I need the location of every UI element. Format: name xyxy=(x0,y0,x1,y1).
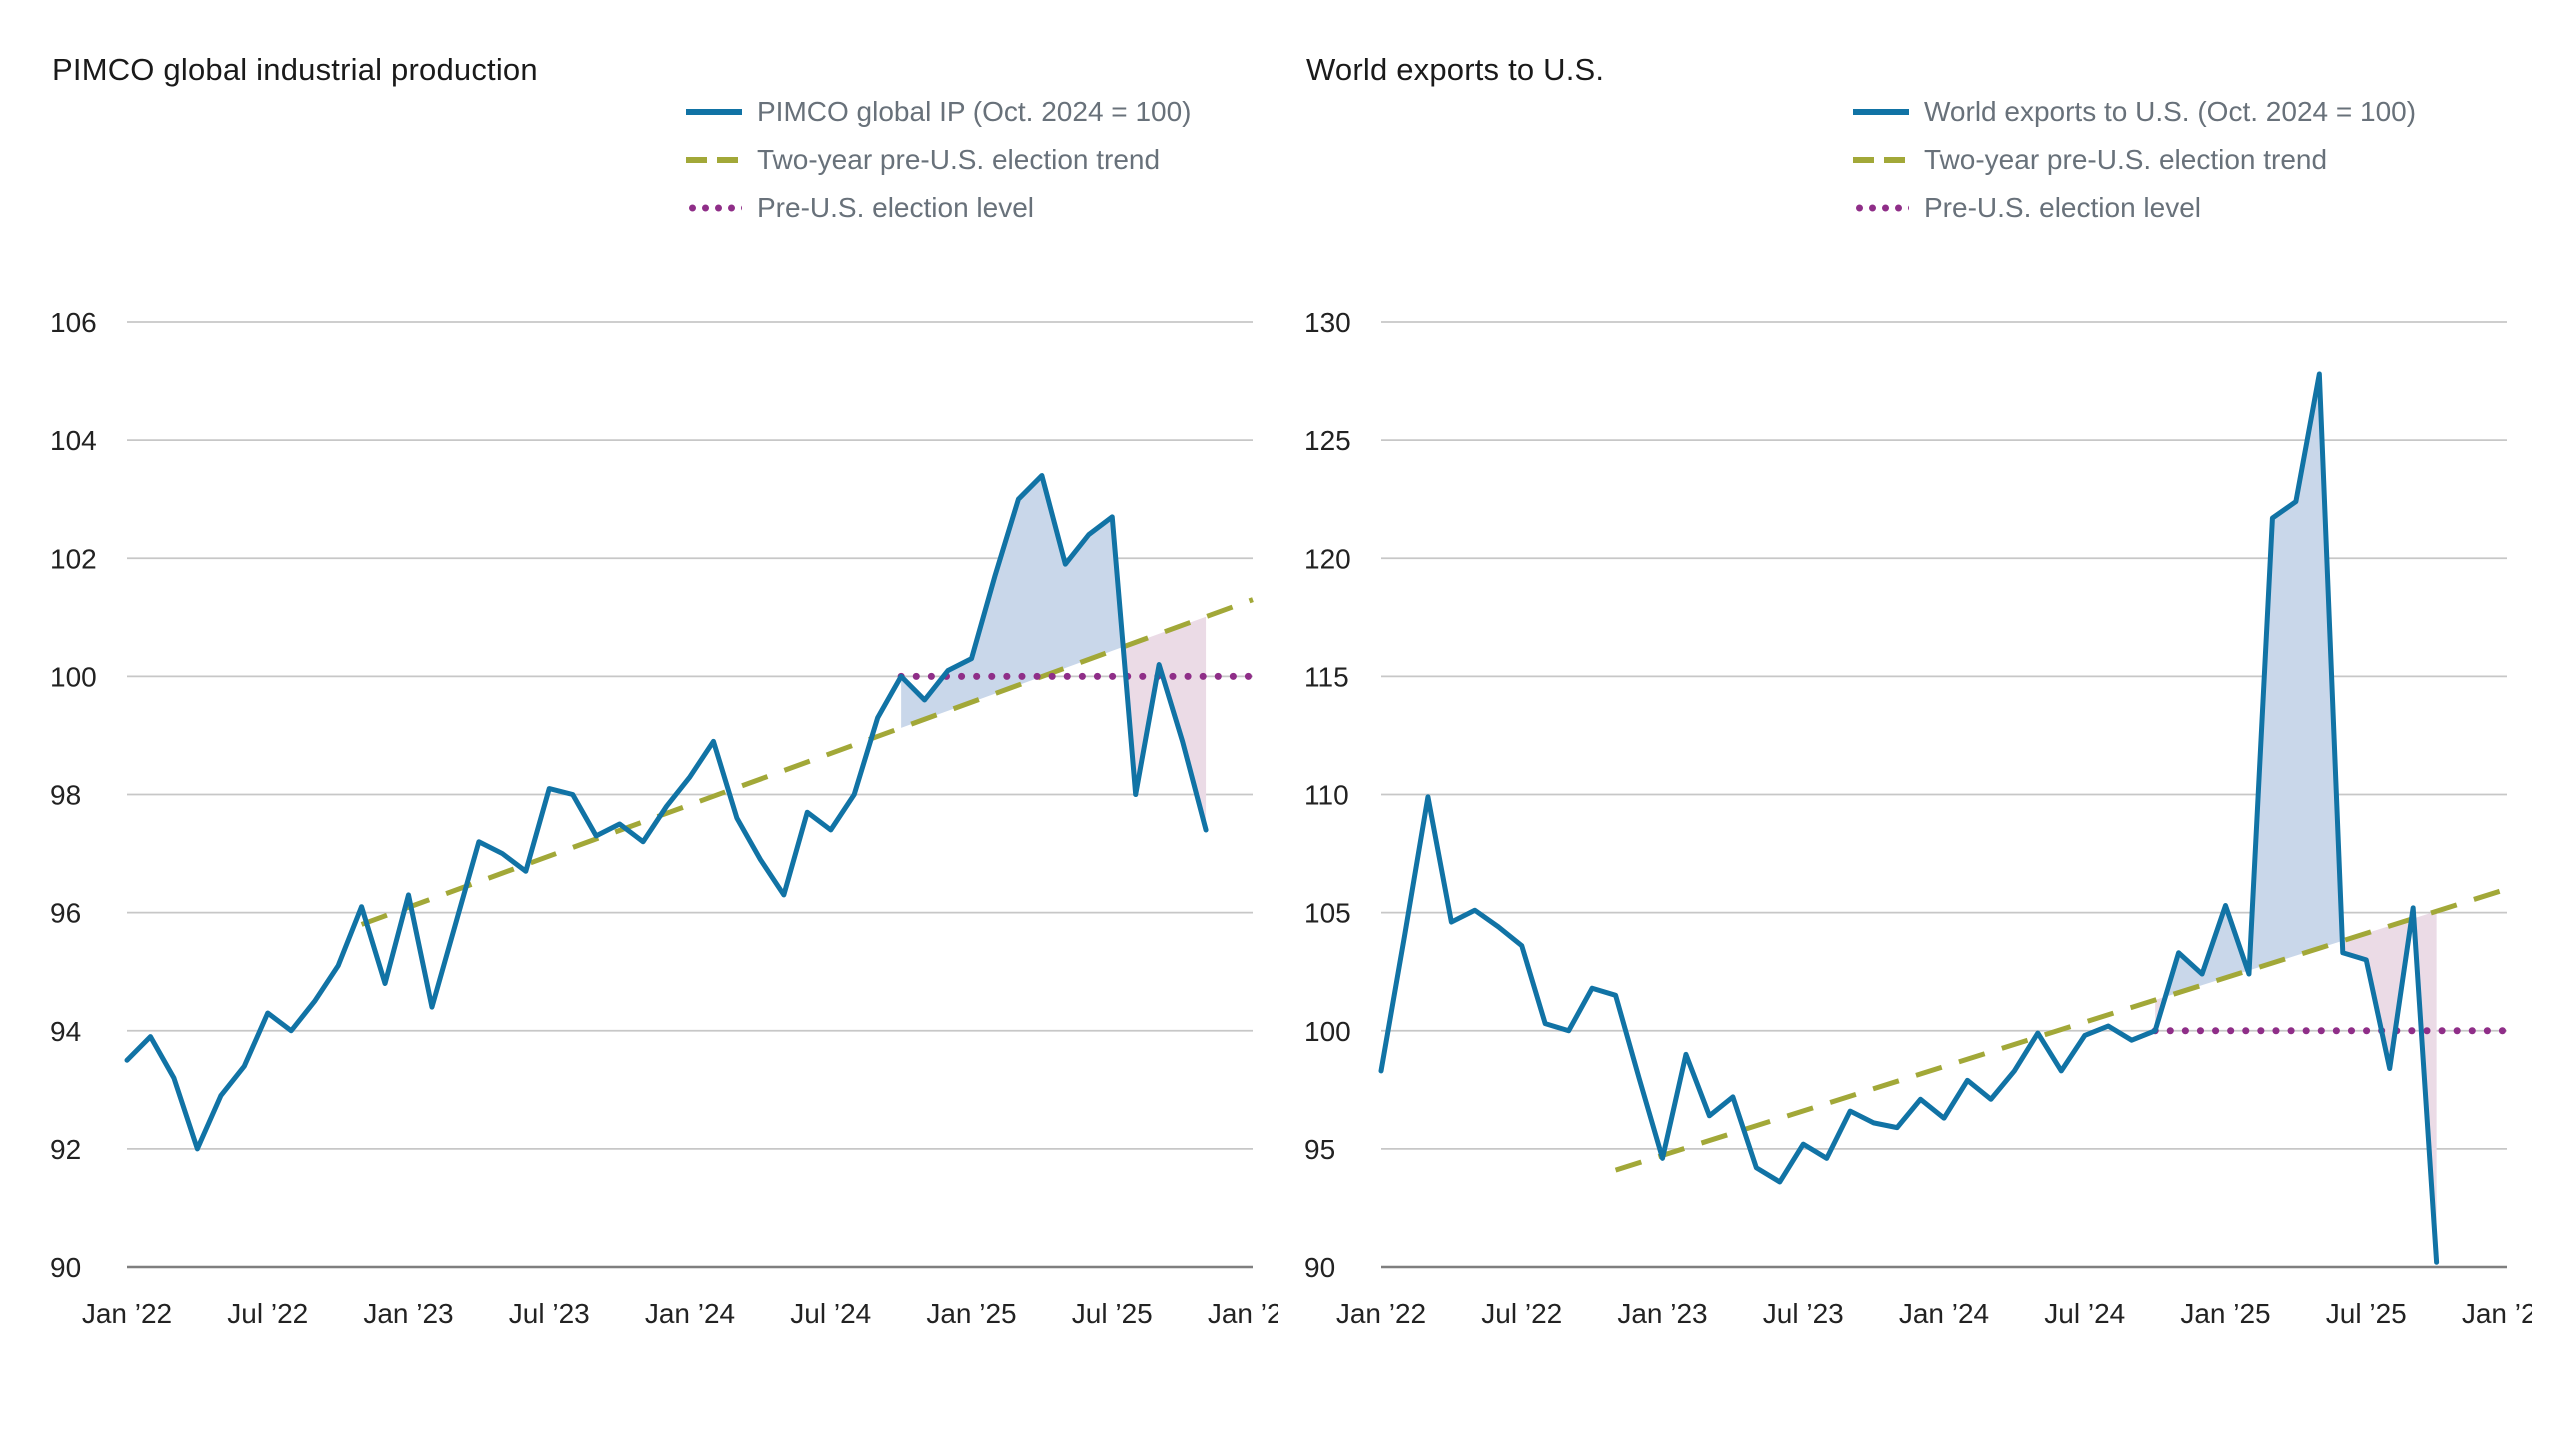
legend-item: PIMCO global IP (Oct. 2024 = 100) xyxy=(686,94,1191,130)
legend-label: Two-year pre-U.S. election trend xyxy=(1924,144,2328,175)
legend-item: Two-year pre-U.S. election trend xyxy=(686,142,1191,178)
legend-label: World exports to U.S. (Oct. 2024 = 100) xyxy=(1924,96,2417,127)
svg-text:Jan ’26: Jan ’26 xyxy=(1208,1298,1278,1329)
series-line-swatch xyxy=(1853,109,1909,115)
legend-label: PIMCO global IP (Oct. 2024 = 100) xyxy=(757,96,1192,127)
svg-text:Jan ’25: Jan ’25 xyxy=(2180,1298,2270,1329)
svg-text:106: 106 xyxy=(50,307,97,338)
svg-text:96: 96 xyxy=(50,898,81,929)
svg-text:Jul ’22: Jul ’22 xyxy=(227,1298,308,1329)
svg-text:90: 90 xyxy=(1304,1252,1335,1283)
svg-text:104: 104 xyxy=(50,425,97,456)
svg-text:Jul ’23: Jul ’23 xyxy=(509,1298,590,1329)
world-exports-line-chart: 90 95 100 105 110 115 120 125 130 Jan ’22 Jul ’22 J… xyxy=(1304,307,2532,1329)
legend-item: Two-year pre-U.S. election trend xyxy=(1853,142,2416,178)
svg-text:Jan ’23: Jan ’23 xyxy=(363,1298,453,1329)
svg-text:Jan ’23: Jan ’23 xyxy=(1617,1298,1707,1329)
svg-text:100: 100 xyxy=(50,661,97,692)
svg-text:95: 95 xyxy=(1304,1134,1335,1165)
level-line-swatch xyxy=(686,204,742,212)
legend-label: Two-year pre-U.S. election trend xyxy=(757,144,1161,175)
svg-text:Jan ’26: Jan ’26 xyxy=(2462,1298,2532,1329)
svg-text:Jul ’24: Jul ’24 xyxy=(790,1298,871,1329)
svg-text:94: 94 xyxy=(50,1016,81,1047)
legend-item: World exports to U.S. (Oct. 2024 = 100) xyxy=(1853,94,2416,130)
svg-text:Jan ’22: Jan ’22 xyxy=(82,1298,172,1329)
legend-world-exports: World exports to U.S. (Oct. 2024 = 100) … xyxy=(1853,94,2416,238)
trend-line-swatch xyxy=(686,157,742,163)
legend-item: Pre-U.S. election level xyxy=(1853,190,2416,226)
panel-global-industrial-production: 90 92 94 96 98 100 102 104 106 Jan ’22 Jul ’22 Jan … xyxy=(28,28,1278,1423)
global-ip-line-chart: 90 92 94 96 98 100 102 104 106 Jan ’22 Jul ’22 Jan … xyxy=(50,307,1278,1329)
svg-text:Jan ’22: Jan ’22 xyxy=(1336,1298,1426,1329)
svg-text:Jan ’25: Jan ’25 xyxy=(926,1298,1016,1329)
svg-text:110: 110 xyxy=(1304,780,1349,811)
svg-text:Jul ’22: Jul ’22 xyxy=(1481,1298,1562,1329)
svg-text:125: 125 xyxy=(1304,425,1351,456)
chart-title-world-exports: World exports to U.S. xyxy=(1306,52,1605,87)
svg-text:115: 115 xyxy=(1304,661,1349,692)
svg-text:102: 102 xyxy=(50,543,97,574)
svg-text:105: 105 xyxy=(1304,898,1351,929)
trend-line-swatch xyxy=(1853,157,1909,163)
svg-text:90: 90 xyxy=(50,1252,81,1283)
series-line-swatch xyxy=(686,109,742,115)
svg-text:130: 130 xyxy=(1304,307,1351,338)
chart-title-global-ip: PIMCO global industrial production xyxy=(52,52,538,87)
svg-text:Jan ’24: Jan ’24 xyxy=(1899,1298,1989,1329)
legend-label: Pre-U.S. election level xyxy=(757,192,1035,223)
svg-text:98: 98 xyxy=(50,780,81,811)
svg-text:Jan ’24: Jan ’24 xyxy=(645,1298,735,1329)
svg-text:100: 100 xyxy=(1304,1016,1351,1047)
legend-label: Pre-U.S. election level xyxy=(1924,192,2202,223)
svg-text:92: 92 xyxy=(50,1134,81,1165)
svg-text:Jul ’23: Jul ’23 xyxy=(1763,1298,1844,1329)
svg-text:Jul ’25: Jul ’25 xyxy=(1072,1298,1153,1329)
svg-text:Jul ’25: Jul ’25 xyxy=(2326,1298,2407,1329)
svg-text:Jul ’24: Jul ’24 xyxy=(2044,1298,2125,1329)
legend-item: Pre-U.S. election level xyxy=(686,190,1191,226)
panel-world-exports-us: 90 95 100 105 110 115 120 125 130 Jan ’22 Jul ’22 J… xyxy=(1282,28,2532,1423)
legend-global-ip: PIMCO global IP (Oct. 2024 = 100) Two-ye… xyxy=(686,94,1191,238)
svg-text:120: 120 xyxy=(1304,543,1351,574)
level-line-swatch xyxy=(1853,204,1909,212)
